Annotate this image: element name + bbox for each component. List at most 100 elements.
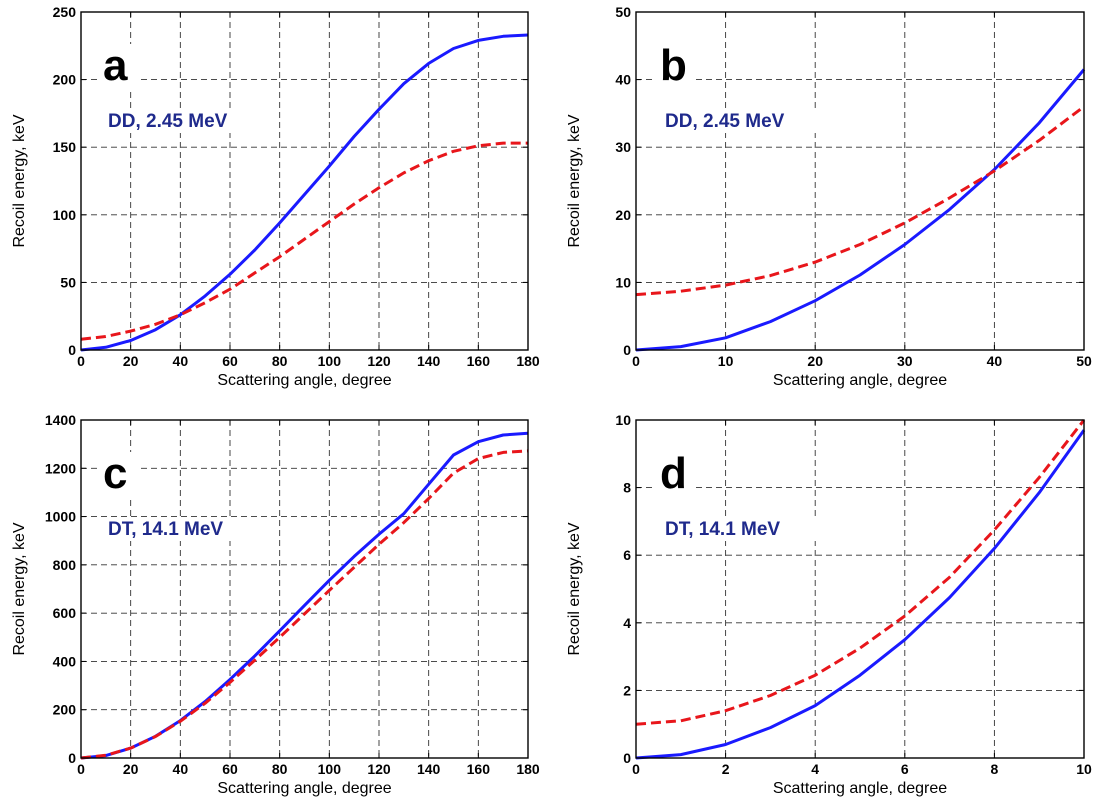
y-tick-label: 1200 bbox=[45, 460, 76, 476]
series-line-dashed bbox=[80, 449, 529, 760]
x-axis-label: Scattering angle, degree bbox=[217, 780, 391, 797]
panel-letter: b bbox=[660, 41, 687, 90]
x-axis-label: Scattering angle, degree bbox=[773, 780, 947, 797]
plot-frame bbox=[635, 419, 1085, 759]
series-line-solid bbox=[80, 33, 529, 352]
panel-letter-background bbox=[656, 452, 696, 496]
y-tick-label: 40 bbox=[615, 72, 631, 88]
y-tick-label: 6 bbox=[623, 547, 631, 563]
series-line-solid bbox=[635, 429, 1086, 760]
x-tick-label: 120 bbox=[367, 353, 391, 369]
y-tick-label: 10 bbox=[615, 412, 631, 428]
x-tick-label: 2 bbox=[722, 761, 730, 777]
plot-area bbox=[636, 420, 1084, 758]
plot-area bbox=[81, 12, 528, 350]
y-tick-label: 0 bbox=[623, 342, 631, 358]
x-tick-label: 180 bbox=[516, 761, 540, 777]
panel-letter: c bbox=[103, 449, 127, 498]
x-tick-label: 80 bbox=[272, 353, 288, 369]
x-tick-label: 40 bbox=[173, 761, 189, 777]
x-tick-label: 6 bbox=[901, 761, 909, 777]
annotation-background bbox=[104, 517, 266, 541]
y-tick-label: 10 bbox=[615, 274, 631, 290]
panel-letter: d bbox=[660, 449, 687, 498]
series-line-dashed bbox=[80, 141, 528, 341]
series-line-dashed bbox=[635, 105, 1085, 297]
x-tick-label: 140 bbox=[417, 353, 441, 369]
x-tick-label: 160 bbox=[467, 353, 491, 369]
x-tick-label: 4 bbox=[811, 761, 819, 777]
x-tick-label: 0 bbox=[77, 353, 85, 369]
y-tick-label: 200 bbox=[53, 72, 77, 88]
y-tick-label: 8 bbox=[623, 480, 631, 496]
x-tick-label: 30 bbox=[897, 353, 913, 369]
x-tick-label: 10 bbox=[1076, 761, 1092, 777]
y-tick-label: 50 bbox=[615, 4, 631, 20]
x-tick-label: 20 bbox=[807, 353, 823, 369]
x-tick-label: 8 bbox=[991, 761, 999, 777]
y-tick-label: 1000 bbox=[45, 509, 76, 525]
x-tick-label: 0 bbox=[632, 353, 640, 369]
plot-frame bbox=[80, 419, 529, 759]
y-tick-label: 600 bbox=[53, 605, 77, 621]
x-tick-label: 140 bbox=[417, 761, 441, 777]
y-tick-label: 0 bbox=[68, 342, 76, 358]
panel-d: 0 2 4 6 8 10 0 2 4 6 8 10 Scattering angle, degree Re… bbox=[566, 412, 1092, 797]
x-tick-label: 40 bbox=[173, 353, 189, 369]
panel-letter-background bbox=[99, 44, 139, 88]
panel-annotation: DD, 2.45 MeV bbox=[108, 111, 228, 132]
x-tick-label: 10 bbox=[718, 353, 734, 369]
x-tick-label: 120 bbox=[367, 761, 391, 777]
x-axis-label: Scattering angle, degree bbox=[773, 372, 947, 389]
panel-letter: a bbox=[103, 41, 128, 90]
plot-frame bbox=[80, 11, 529, 351]
y-axis-label: Recoil energy, keV bbox=[566, 114, 583, 247]
y-axis-label: Recoil energy, keV bbox=[566, 522, 583, 655]
y-tick-label: 20 bbox=[615, 207, 631, 223]
panel-c: 0 20 40 60 80 100 120 140 160 180 0 200 400 600 800 100… bbox=[11, 412, 540, 797]
y-tick-label: 1400 bbox=[45, 412, 76, 428]
y-tick-label: 4 bbox=[623, 615, 631, 631]
y-tick-label: 2 bbox=[623, 682, 631, 698]
x-tick-label: 40 bbox=[987, 353, 1003, 369]
series-line-dashed bbox=[635, 419, 1086, 726]
x-tick-label: 20 bbox=[123, 353, 139, 369]
panel-b: 0 10 20 30 40 50 0 10 20 30 40 50 Scattering angle, … bbox=[566, 4, 1092, 389]
y-tick-label: 400 bbox=[53, 653, 77, 669]
x-tick-label: 0 bbox=[77, 761, 85, 777]
annotation-background bbox=[104, 109, 266, 133]
y-axis-label: Recoil energy, keV bbox=[11, 522, 28, 655]
panel-annotation: DT, 14.1 MeV bbox=[665, 519, 780, 540]
y-tick-label: 200 bbox=[53, 702, 77, 718]
panel-annotation: DT, 14.1 MeV bbox=[108, 519, 223, 540]
panel-letter-background bbox=[99, 452, 139, 496]
panel-annotation: DD, 2.45 MeV bbox=[665, 111, 785, 132]
y-tick-label: 50 bbox=[60, 274, 76, 290]
plot-frame bbox=[635, 11, 1085, 351]
plot-area bbox=[81, 420, 528, 758]
plot-area bbox=[636, 12, 1084, 350]
annotation-background bbox=[661, 517, 823, 541]
y-tick-label: 100 bbox=[53, 207, 77, 223]
y-tick-label: 0 bbox=[68, 750, 76, 766]
y-axis-label: Recoil energy, keV bbox=[11, 114, 28, 247]
y-tick-label: 250 bbox=[53, 4, 77, 20]
y-tick-label: 800 bbox=[53, 557, 77, 573]
series-line-solid bbox=[635, 68, 1086, 352]
x-tick-label: 60 bbox=[222, 353, 238, 369]
x-tick-label: 160 bbox=[467, 761, 491, 777]
x-tick-label: 100 bbox=[318, 761, 342, 777]
x-tick-label: 100 bbox=[318, 353, 342, 369]
annotation-background bbox=[661, 109, 823, 133]
panel-a: 0 20 40 60 80 100 120 140 160 180 0 50 100 150 200 250 S… bbox=[11, 4, 540, 389]
x-tick-label: 180 bbox=[516, 353, 540, 369]
y-tick-label: 30 bbox=[615, 139, 631, 155]
y-tick-label: 0 bbox=[623, 750, 631, 766]
x-axis-label: Scattering angle, degree bbox=[217, 372, 391, 389]
x-tick-label: 60 bbox=[222, 761, 238, 777]
y-tick-label: 150 bbox=[53, 139, 77, 155]
x-tick-label: 20 bbox=[123, 761, 139, 777]
x-tick-label: 80 bbox=[272, 761, 288, 777]
panel-letter-background bbox=[656, 44, 696, 88]
